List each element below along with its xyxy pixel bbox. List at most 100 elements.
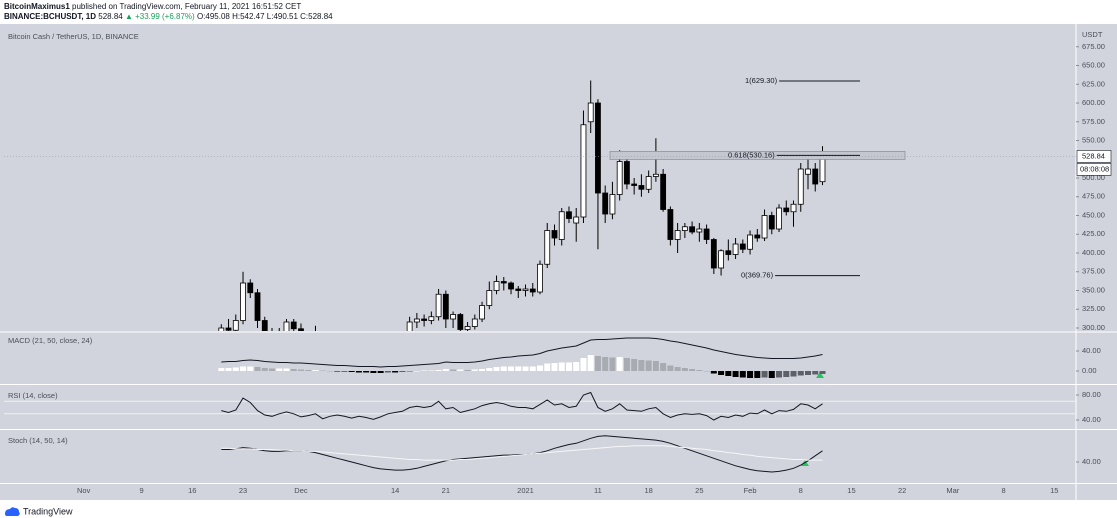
candle-body xyxy=(544,230,551,265)
macd-histogram-bar xyxy=(500,366,507,371)
candle-body xyxy=(624,161,630,185)
y-tick-label: 0.00 xyxy=(1082,366,1097,375)
candle-body xyxy=(508,282,514,290)
candle-body xyxy=(587,102,594,123)
macd-histogram-bar xyxy=(790,371,797,377)
x-tick-label: 21 xyxy=(442,486,450,495)
candle-body xyxy=(660,173,667,210)
macd-histogram-bar xyxy=(413,371,420,372)
macd-histogram-bar xyxy=(631,359,638,371)
macd-histogram-bar xyxy=(218,368,225,371)
candle-body xyxy=(457,314,464,330)
candle-body xyxy=(537,263,543,293)
candle-body xyxy=(218,327,225,331)
macd-histogram-bar xyxy=(812,371,819,375)
countdown-box xyxy=(1076,163,1112,176)
macd-histogram-bar xyxy=(290,369,297,371)
candle-body xyxy=(479,305,485,320)
indicator-line xyxy=(221,391,823,421)
candle-body xyxy=(638,185,645,190)
candle-body xyxy=(696,228,703,233)
chart-background xyxy=(0,24,1117,500)
fib-label: 0.618(530.16) xyxy=(728,150,775,159)
change: ▲ +33.99 (+6.87%) xyxy=(124,12,195,21)
macd-histogram-bar xyxy=(283,368,290,371)
macd-histogram-bar xyxy=(580,358,587,371)
candle-body xyxy=(609,194,616,215)
macd-histogram-bar xyxy=(247,366,254,371)
header-line: BINANCE:BCHUSDT, 1D 528.84 ▲ +33.99 (+6.… xyxy=(4,12,333,21)
candle-body xyxy=(232,320,239,331)
macd-histogram-bar xyxy=(623,358,630,371)
macd-histogram-bar xyxy=(667,365,674,371)
macd-histogram-bar xyxy=(450,369,457,371)
macd-histogram-bar xyxy=(297,369,304,371)
header-line: BitcoinMaximus1 published on TradingView… xyxy=(4,2,301,11)
macd-histogram-bar xyxy=(493,367,500,371)
y-tick-label: 500.00 xyxy=(1082,173,1105,182)
macd-histogram-bar xyxy=(312,370,319,371)
candle-body xyxy=(515,288,522,291)
candle-body xyxy=(529,288,536,293)
candle-body xyxy=(247,282,254,294)
candle-body xyxy=(768,215,775,230)
x-tick-label: 22 xyxy=(898,486,906,495)
macd-histogram-bar xyxy=(602,357,609,371)
x-tick-label: 23 xyxy=(239,486,247,495)
x-tick-label: 25 xyxy=(695,486,703,495)
pane-title: RSI (14, close) xyxy=(8,391,58,400)
macd-histogram-bar xyxy=(710,371,717,374)
candle-body xyxy=(754,234,761,239)
x-tick-label: Nov xyxy=(77,486,91,495)
x-tick-label: 8 xyxy=(799,486,803,495)
x-tick-label: 2021 xyxy=(517,486,534,495)
macd-histogram-bar xyxy=(326,371,333,372)
candle-body xyxy=(298,328,304,331)
y-tick-label: 550.00 xyxy=(1082,135,1105,144)
candle-body xyxy=(442,293,449,320)
macd-histogram-bar xyxy=(761,371,768,378)
macd-histogram-bar xyxy=(428,370,435,371)
x-tick-label: 15 xyxy=(847,486,855,495)
candle-body xyxy=(435,293,442,318)
candle-body xyxy=(225,327,232,331)
candle-body xyxy=(710,239,717,269)
macd-histogram-bar xyxy=(370,371,377,373)
candle-body xyxy=(580,124,587,218)
x-tick-label: Mar xyxy=(946,486,959,495)
candle-body xyxy=(551,230,558,239)
fib-label: 0(369.76) xyxy=(741,271,774,280)
candle-body xyxy=(464,326,471,330)
candle-body xyxy=(797,168,804,205)
macd-histogram-bar xyxy=(573,362,580,371)
macd-histogram-bar xyxy=(254,367,261,371)
macd-histogram-bar xyxy=(392,371,399,373)
x-tick-label: 15 xyxy=(1050,486,1058,495)
macd-histogram-bar xyxy=(776,371,783,378)
macd-histogram-bar xyxy=(457,369,464,371)
candle-body xyxy=(240,282,246,321)
candle-body xyxy=(681,226,688,231)
y-unit: USDT xyxy=(1082,30,1103,39)
candle-body xyxy=(602,192,609,215)
x-tick-label: 18 xyxy=(644,486,652,495)
y-tick-label: 675.00 xyxy=(1082,42,1105,51)
candle-body xyxy=(805,168,811,175)
brand-logo xyxy=(5,507,20,516)
macd-histogram-bar xyxy=(797,371,804,376)
candle-body xyxy=(428,316,435,321)
macd-histogram-bar xyxy=(442,369,449,371)
y-tick-label: 575.00 xyxy=(1082,117,1105,126)
x-tick-label: 8 xyxy=(1001,486,1005,495)
y-tick-label: 625.00 xyxy=(1082,79,1105,88)
signal-marker xyxy=(816,372,824,378)
macd-histogram-bar xyxy=(652,361,659,371)
candle-body xyxy=(450,314,456,320)
macd-histogram-bar xyxy=(355,371,362,373)
y-tick-label: 325.00 xyxy=(1082,304,1105,313)
ohlc: O:495.08 H:542.47 L:490.51 C:528.84 xyxy=(196,12,333,21)
price: 528.84 xyxy=(98,12,123,21)
candle-body xyxy=(261,320,268,331)
macd-histogram-bar xyxy=(768,371,775,378)
macd-histogram-bar xyxy=(406,371,413,372)
